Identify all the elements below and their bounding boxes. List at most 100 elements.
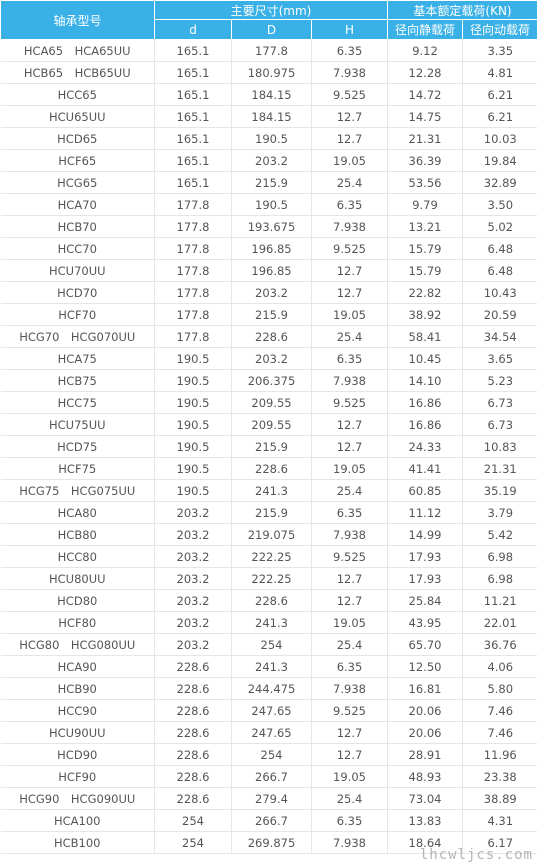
cell-static-load: 10.45 [387,347,463,370]
cell-d: 203.2 [154,545,232,568]
cell-static-load: 28.91 [387,743,463,766]
cell-H: 7.938 [311,677,388,700]
cell-D: 203.2 [231,281,312,304]
cell-H: 7.938 [311,831,388,854]
cell-d: 254 [154,831,232,854]
table-row: HCB90 228.6 244.475 7.938 16.81 5.80 [0,677,537,700]
cell-static-load: 48.93 [387,765,463,788]
cell-D: 196.85 [231,259,312,282]
table-row: HCD90 228.6 254 12.7 28.91 11.96 [0,743,537,766]
table-row: HCU75UU 190.5 209.55 12.7 16.86 6.73 [0,413,537,436]
cell-d: 228.6 [154,743,232,766]
cell-dynamic-load: 3.50 [462,193,537,216]
cell-H: 12.7 [311,567,388,590]
cell-static-load: 15.79 [387,237,463,260]
table-row: HCA80 203.2 215.9 6.35 11.12 3.79 [0,501,537,524]
cell-d: 177.8 [154,281,232,304]
cell-D: 254 [231,743,312,766]
cell-H: 19.05 [311,611,388,634]
cell-H: 19.05 [311,765,388,788]
cell-H: 12.7 [311,259,388,282]
cell-dynamic-load: 5.02 [462,215,537,238]
table-row: HCG75 HCG075UU 190.5 241.3 25.4 60.85 35.19 [0,479,537,502]
cell-static-load: 16.81 [387,677,463,700]
cell-d: 177.8 [154,215,232,238]
cell-H: 12.7 [311,127,388,150]
cell-static-load: 14.72 [387,83,463,106]
cell-dynamic-load: 21.31 [462,457,537,480]
cell-dynamic-load: 7.46 [462,699,537,722]
cell-static-load: 9.79 [387,193,463,216]
cell-dynamic-load: 11.21 [462,589,537,612]
cell-H: 6.35 [311,809,388,832]
cell-static-load: 11.12 [387,501,463,524]
cell-H: 12.7 [311,743,388,766]
table-row: HCD80 203.2 228.6 12.7 25.84 11.21 [0,589,537,612]
cell-D: 190.5 [231,193,312,216]
cell-model: HCF70 [0,303,155,326]
cell-model: HCD65 [0,127,155,150]
cell-dynamic-load: 6.48 [462,259,537,282]
cell-model: HCB80 [0,523,155,546]
cell-model: HCD80 [0,589,155,612]
cell-D: 209.55 [231,413,312,436]
cell-d: 228.6 [154,677,232,700]
cell-static-load: 43.95 [387,611,463,634]
cell-dynamic-load: 4.31 [462,809,537,832]
cell-d: 190.5 [154,347,232,370]
cell-H: 25.4 [311,171,388,194]
table-row: HCG90 HCG090UU 228.6 279.4 25.4 73.04 38.89 [0,787,537,810]
cell-static-load: 36.39 [387,149,463,172]
cell-D: 203.2 [231,149,312,172]
cell-D: 228.6 [231,457,312,480]
cell-dynamic-load: 3.35 [462,39,537,62]
cell-d: 190.5 [154,391,232,414]
cell-D: 266.7 [231,809,312,832]
cell-D: 241.3 [231,611,312,634]
cell-H: 25.4 [311,633,388,656]
cell-dynamic-load: 5.23 [462,369,537,392]
header-d: d [154,19,232,40]
cell-model: HCU65UU [0,105,155,128]
cell-dynamic-load: 10.83 [462,435,537,458]
table-row: HCG80 HCG080UU 203.2 254 25.4 65.70 36.76 [0,633,537,656]
header-D: D [231,19,312,40]
cell-H: 25.4 [311,479,388,502]
cell-dynamic-load: 5.42 [462,523,537,546]
cell-D: 196.85 [231,237,312,260]
cell-d: 177.8 [154,325,232,348]
table-row: HCG70 HCG070UU 177.8 228.6 25.4 58.41 34.54 [0,325,537,348]
cell-model: HCA80 [0,501,155,524]
cell-D: 177.8 [231,39,312,62]
cell-d: 254 [154,809,232,832]
cell-d: 228.6 [154,655,232,678]
cell-static-load: 17.93 [387,545,463,568]
cell-d: 190.5 [154,435,232,458]
cell-model: HCA100 [0,809,155,832]
cell-dynamic-load: 35.19 [462,479,537,502]
cell-d: 190.5 [154,369,232,392]
cell-d: 165.1 [154,105,232,128]
cell-static-load: 17.93 [387,567,463,590]
table-row: HCA65 HCA65UU 165.1 177.8 6.35 9.12 3.35 [0,39,537,62]
cell-D: 184.15 [231,83,312,106]
table-row: HCF70 177.8 215.9 19.05 38.92 20.59 [0,303,537,326]
table-row: HCC70 177.8 196.85 9.525 15.79 6.48 [0,237,537,260]
cell-static-load: 41.41 [387,457,463,480]
cell-model: HCA70 [0,193,155,216]
cell-H: 9.525 [311,545,388,568]
table-row: HCB70 177.8 193.675 7.938 13.21 5.02 [0,215,537,238]
cell-model: HCF90 [0,765,155,788]
cell-H: 7.938 [311,369,388,392]
cell-static-load: 14.10 [387,369,463,392]
table-row: HCD75 190.5 215.9 12.7 24.33 10.83 [0,435,537,458]
cell-D: 222.25 [231,545,312,568]
cell-model: HCF75 [0,457,155,480]
cell-d: 203.2 [154,611,232,634]
cell-d: 165.1 [154,149,232,172]
cell-model: HCG70 HCG070UU [0,325,155,348]
cell-model: HCC80 [0,545,155,568]
cell-D: 215.9 [231,435,312,458]
cell-d: 190.5 [154,457,232,480]
cell-model: HCC90 [0,699,155,722]
